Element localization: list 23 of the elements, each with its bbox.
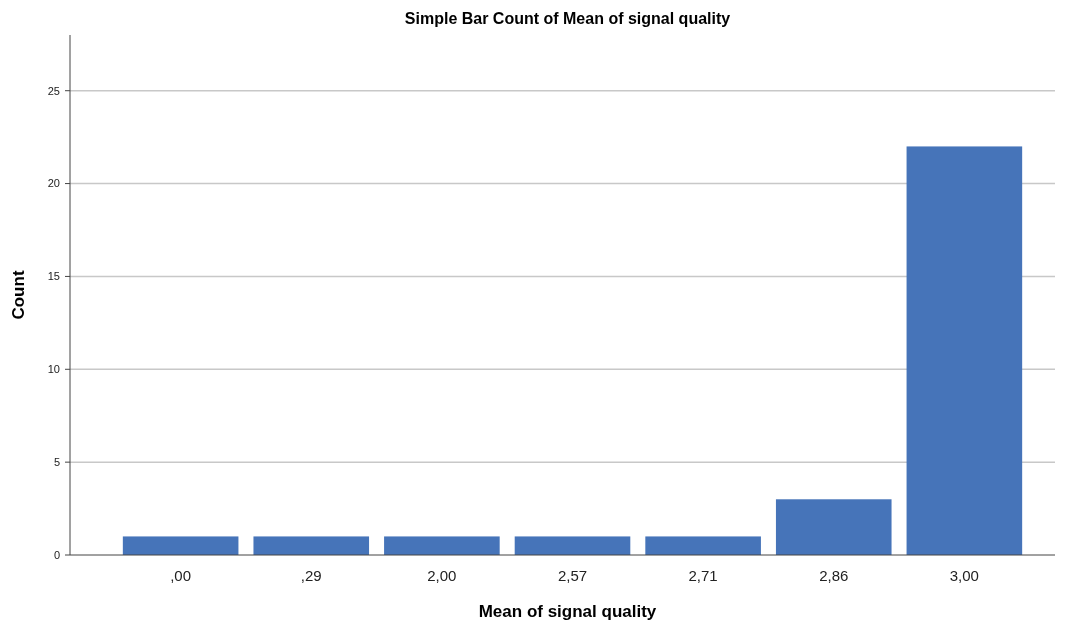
x-tick-label: 2,71 <box>688 567 718 584</box>
y-tick-label: 0 <box>53 548 60 561</box>
bar <box>514 536 631 555</box>
bar <box>122 536 239 555</box>
x-tick-label: 2,57 <box>557 567 588 584</box>
bar <box>384 536 500 555</box>
x-tick-label: 2,86 <box>819 567 849 584</box>
x-tick-label: 2,00 <box>427 567 457 584</box>
bar <box>906 146 1023 555</box>
y-axis-title: Count <box>9 270 28 320</box>
bar <box>253 536 370 555</box>
y-tick-label: 5 <box>53 455 60 468</box>
chart-title: Simple Bar Count of Mean of signal quality <box>404 10 731 27</box>
x-tick-label: 3,00 <box>949 567 979 584</box>
bar <box>775 499 892 555</box>
x-tick-label: ,00 <box>170 567 192 584</box>
x-tick-label: ,29 <box>300 567 322 584</box>
y-tick-label: 25 <box>47 84 60 97</box>
y-tick-label: 20 <box>47 177 60 190</box>
y-tick-label: 15 <box>47 270 60 283</box>
x-axis-title: Mean of signal quality <box>478 602 657 621</box>
y-tick-label: 10 <box>47 363 60 376</box>
bar <box>645 536 761 555</box>
